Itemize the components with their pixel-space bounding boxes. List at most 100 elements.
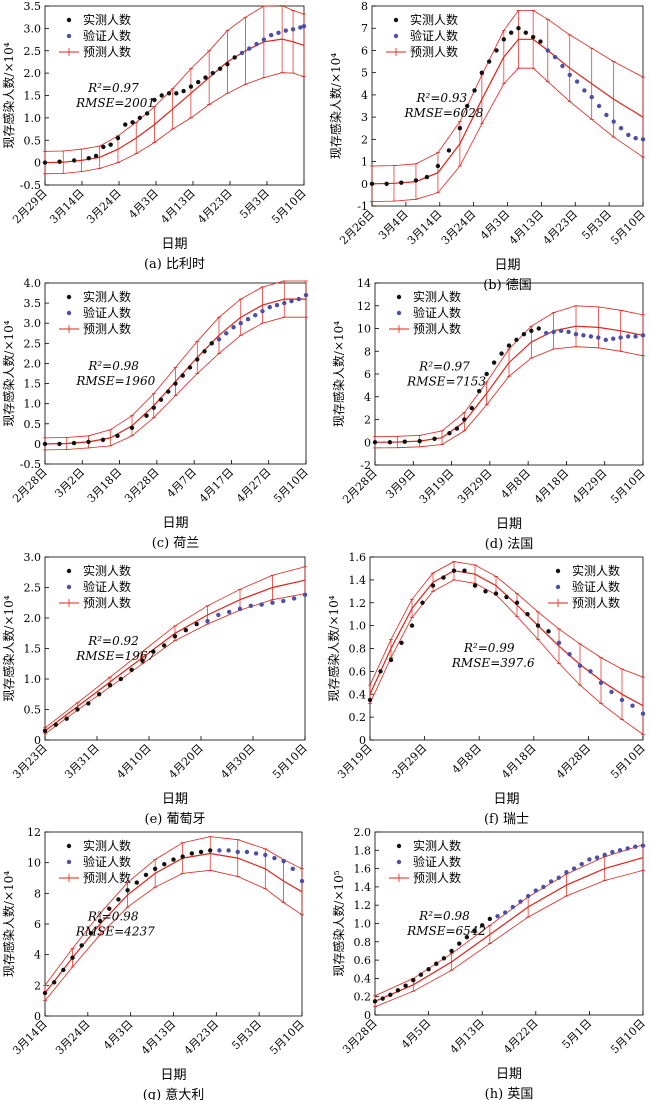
actual-point [434, 961, 439, 966]
actual-point [100, 437, 106, 443]
y-tick-label: 0 [34, 734, 41, 747]
x-tick-label: 4月8日 [449, 742, 484, 777]
validation-point [267, 304, 272, 310]
actual-point [479, 70, 485, 75]
validation-point [556, 640, 562, 645]
actual-point [388, 992, 393, 998]
validation-point [298, 25, 303, 30]
legend-label-validation: 验证人数 [83, 579, 131, 594]
actual-point [430, 583, 436, 588]
validation-point [253, 851, 259, 856]
actual-point [491, 360, 497, 365]
legend-label-validation: 验证人数 [572, 579, 620, 594]
actual-point [152, 866, 158, 871]
predicted-lower-bound [369, 579, 644, 735]
actual-point [123, 122, 128, 127]
x-tick-label: 3月14日 [10, 1018, 50, 1058]
y-tick-label: 1 [361, 156, 368, 169]
actual-point [140, 658, 145, 663]
y-tick-label: 7 [361, 22, 368, 35]
x-axis-label: 日期 [160, 1068, 186, 1083]
legend-label-actual: 实测人数 [83, 838, 131, 853]
chart-panel-g: 0 2 4 6 8 10 12 3月14日 3月24日 4月3日 4月13日 4月23日 5月3日 5月1… [1, 826, 307, 1100]
x-tick-label: 3月31日 [62, 742, 102, 782]
actual-point [181, 88, 186, 94]
y-tick-label: 6 [34, 918, 41, 931]
validation-point [276, 30, 281, 36]
actual-point [378, 669, 383, 674]
predicted-line [374, 857, 644, 1002]
actual-point [523, 30, 529, 35]
validation-point [544, 330, 549, 336]
actual-point [413, 178, 419, 183]
r2-annotation: R²=0.98 [87, 359, 139, 373]
x-tick-label: 4月29日 [570, 467, 610, 507]
validation-point [548, 879, 554, 884]
validation-point [630, 703, 635, 708]
y-tick-label: 1.0 [24, 398, 42, 411]
y-tick-label: 0 [364, 1009, 371, 1022]
actual-point [187, 365, 193, 370]
x-tick-label: 5月3日 [229, 1018, 264, 1053]
legend-marker-validation [66, 859, 72, 865]
y-tick-label: 8 [34, 887, 41, 900]
y-tick-label: 0.5 [24, 704, 42, 717]
validation-point [226, 609, 232, 615]
x-tick-label: 3月23日 [10, 742, 50, 782]
legend-marker-actual [66, 843, 72, 849]
validation-point [296, 296, 301, 302]
validation-point [633, 844, 638, 849]
actual-point [380, 996, 385, 1001]
actual-point [494, 48, 499, 53]
validation-point [299, 878, 305, 884]
validation-point [533, 888, 538, 893]
actual-point [449, 948, 454, 954]
actual-point [395, 988, 401, 993]
validation-point [602, 852, 607, 858]
validation-point [237, 606, 243, 612]
rmse-annotation: RMSE=1967 [75, 649, 155, 663]
y-tick-label: 4 [34, 949, 41, 962]
predicted-lower-bound [44, 72, 305, 175]
actual-point [516, 26, 521, 31]
actual-point [42, 728, 48, 734]
validation-point [604, 112, 609, 118]
predicted-upper-bound [44, 280, 306, 439]
actual-point [464, 935, 470, 940]
y-tick-label: 0 [34, 438, 41, 451]
validation-point [577, 663, 583, 668]
x-tick-label: 4月13日 [139, 1018, 179, 1058]
y-tick-label: 2.5 [24, 45, 42, 58]
y-tick-label: 5 [361, 67, 368, 80]
actual-point [521, 331, 527, 337]
actual-point [86, 439, 91, 445]
validation-point [260, 308, 265, 314]
y-tick-label: 1.2 [349, 597, 367, 610]
rmse-annotation: RMSE=6028 [404, 106, 484, 120]
legend-marker-validation [555, 584, 561, 590]
actual-point [129, 425, 135, 430]
y-tick-label: 1.0 [24, 112, 42, 125]
validation-point [247, 46, 252, 51]
predicted-upper-bound [371, 10, 644, 167]
actual-point [53, 722, 59, 727]
validation-point [274, 302, 280, 308]
legend-marker-validation [66, 584, 72, 590]
y-tick-label: 0.6 [354, 954, 372, 967]
x-tick-label: 4月17日 [197, 466, 237, 506]
actual-point [42, 160, 48, 165]
y-tick-label: -1 [357, 200, 368, 213]
validation-point [589, 94, 594, 100]
y-tick-label: 4 [361, 89, 368, 102]
x-tick-label: 3月29日 [390, 742, 430, 782]
actual-point [71, 440, 77, 446]
r2-annotation: R²=0.93 [416, 91, 468, 105]
legend-label-validation: 验证人数 [83, 305, 131, 320]
validation-point [611, 119, 616, 124]
panel-caption: (f) 瑞士 [484, 812, 529, 827]
actual-point [42, 990, 48, 996]
actual-point [171, 857, 176, 862]
validation-point [625, 846, 630, 851]
